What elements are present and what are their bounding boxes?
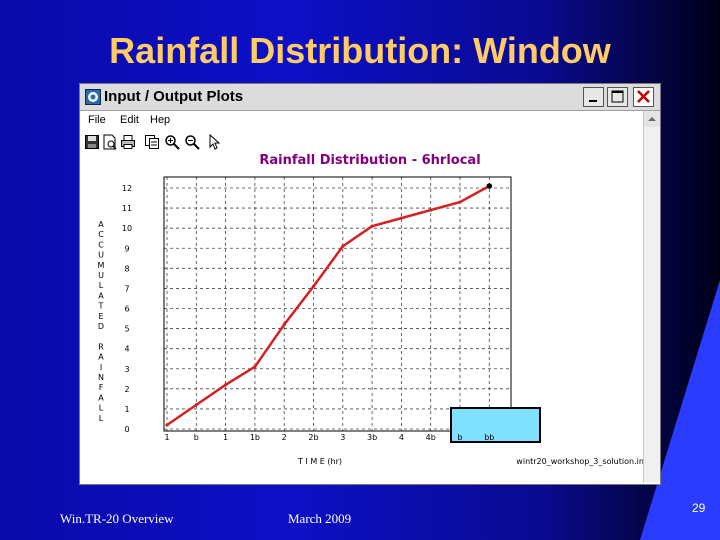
footer-left-text: Win.TR-20 Overview (60, 511, 174, 526)
y-axis-label-letter: A (98, 220, 104, 229)
y-axis-label-letter: U (98, 251, 104, 260)
rainfall-chart: Rainfall Distribution - 6hrlocal 0123456… (98, 153, 643, 466)
zoom-out-icon[interactable] (184, 134, 200, 150)
menu-file[interactable]: File (88, 114, 106, 126)
x-tick-label: 1b (250, 433, 260, 442)
y-axis-label-letter: L (99, 414, 104, 423)
minimize-icon (589, 100, 597, 102)
data-point (282, 322, 286, 327)
slide-title: Rainfall Distribution: Window (109, 30, 611, 71)
toolbar (80, 132, 643, 152)
data-point (311, 284, 316, 289)
window-titlebar[interactable]: Input / Output Plots (80, 84, 660, 111)
y-axis-label-letter: N (98, 373, 104, 382)
x-tick-label: bb (484, 433, 494, 442)
save-icon[interactable] (84, 134, 100, 150)
y-tick-label: 9 (124, 244, 129, 253)
data-point (341, 244, 345, 248)
pointer-icon[interactable] (206, 134, 222, 150)
scroll-up-arrow-icon (648, 117, 656, 121)
x-axis-label: T I M E (hr) (297, 457, 342, 466)
y-tick-label: 4 (124, 345, 129, 354)
data-point (486, 183, 493, 189)
x-axis-ticks: 1 b 1 1b 2 2b 3 3b 4 4b b bb (164, 433, 494, 442)
chart-title: Rainfall Distribution - 6hrlocal (259, 153, 480, 168)
y-axis-label-letter: A (98, 393, 104, 402)
chart-gridlines (164, 177, 511, 431)
plot-area-frame (163, 176, 512, 432)
menu-bar: File Edit Hep (80, 111, 643, 129)
y-tick-label: 2 (124, 385, 129, 394)
highlight-box (450, 407, 541, 443)
plot-window: Input / Output Plots File Edit Hep (79, 83, 661, 485)
y-axis-label-letter: A (98, 353, 104, 362)
y-tick-label: 1 (124, 405, 129, 414)
x-tick-label: 3 (340, 433, 345, 442)
y-tick-label: 6 (124, 305, 129, 314)
y-tick-label: 0 (124, 425, 129, 434)
y-tick-label: 3 (124, 365, 129, 374)
y-tick-label: 5 (124, 325, 129, 334)
minimize-button[interactable] (583, 87, 604, 107)
data-point (399, 216, 403, 220)
x-tick-label: 1 (164, 433, 169, 442)
data-point (194, 403, 198, 407)
source-file-label: wintr20_workshop_3_solution.inp (516, 457, 643, 466)
data-point (370, 224, 374, 228)
x-tick-label: 1 (223, 433, 228, 442)
y-axis-label-letter: D (98, 322, 104, 331)
maximize-button[interactable] (607, 87, 628, 107)
y-axis-label-letter: A (98, 291, 104, 300)
zoom-in-icon[interactable] (164, 134, 180, 150)
y-axis-label-letter: F (99, 383, 104, 392)
maximize-icon (611, 90, 624, 103)
y-tick-label: 10 (122, 224, 132, 233)
menu-help[interactable]: Hep (150, 114, 171, 126)
x-tick-label: b (457, 433, 462, 442)
y-axis-label-letter: M (98, 261, 105, 270)
close-icon (637, 90, 650, 103)
scroll-up-button[interactable] (643, 111, 660, 127)
y-axis-label-letter: C (98, 230, 104, 239)
y-axis-label-letter: R (98, 342, 104, 351)
close-button[interactable] (633, 87, 654, 107)
y-axis-label-letter: I (100, 363, 102, 372)
window-title: Input / Output Plots (104, 88, 244, 105)
y-tick-label: 7 (124, 284, 129, 293)
x-tick-label: 4 (399, 433, 404, 442)
y-axis-label-letter: C (98, 240, 104, 249)
vertical-scrollbar[interactable] (643, 111, 660, 483)
print-icon[interactable] (120, 134, 136, 150)
y-axis-label-letter: U (98, 271, 104, 280)
y-tick-label: 12 (122, 184, 132, 193)
series-rainfall (165, 183, 493, 427)
y-axis-label-letter: T (98, 302, 104, 311)
data-point (224, 383, 228, 387)
data-point (458, 200, 462, 204)
x-tick-label: b (194, 433, 199, 442)
x-tick-label: 2 (282, 433, 287, 442)
y-tick-label: 11 (122, 204, 132, 213)
y-axis-label-letter: L (99, 281, 104, 290)
copy-icon[interactable] (144, 134, 160, 150)
page-number: 29 (692, 501, 706, 515)
print-preview-icon[interactable] (102, 134, 118, 150)
data-point (429, 208, 433, 212)
x-tick-label: 3b (367, 433, 377, 442)
x-tick-label: 4b (426, 433, 436, 442)
data-point (253, 365, 257, 369)
data-point (165, 423, 169, 427)
menu-edit[interactable]: Edit (120, 114, 139, 126)
footer-date: March 2009 (288, 511, 352, 526)
x-tick-label: 2b (308, 433, 318, 442)
y-axis-label-letter: L (99, 404, 104, 413)
series-line (166, 184, 490, 427)
app-icon (85, 89, 101, 105)
y-tick-label: 8 (124, 264, 129, 273)
y-axis-label-letter: E (98, 312, 103, 321)
